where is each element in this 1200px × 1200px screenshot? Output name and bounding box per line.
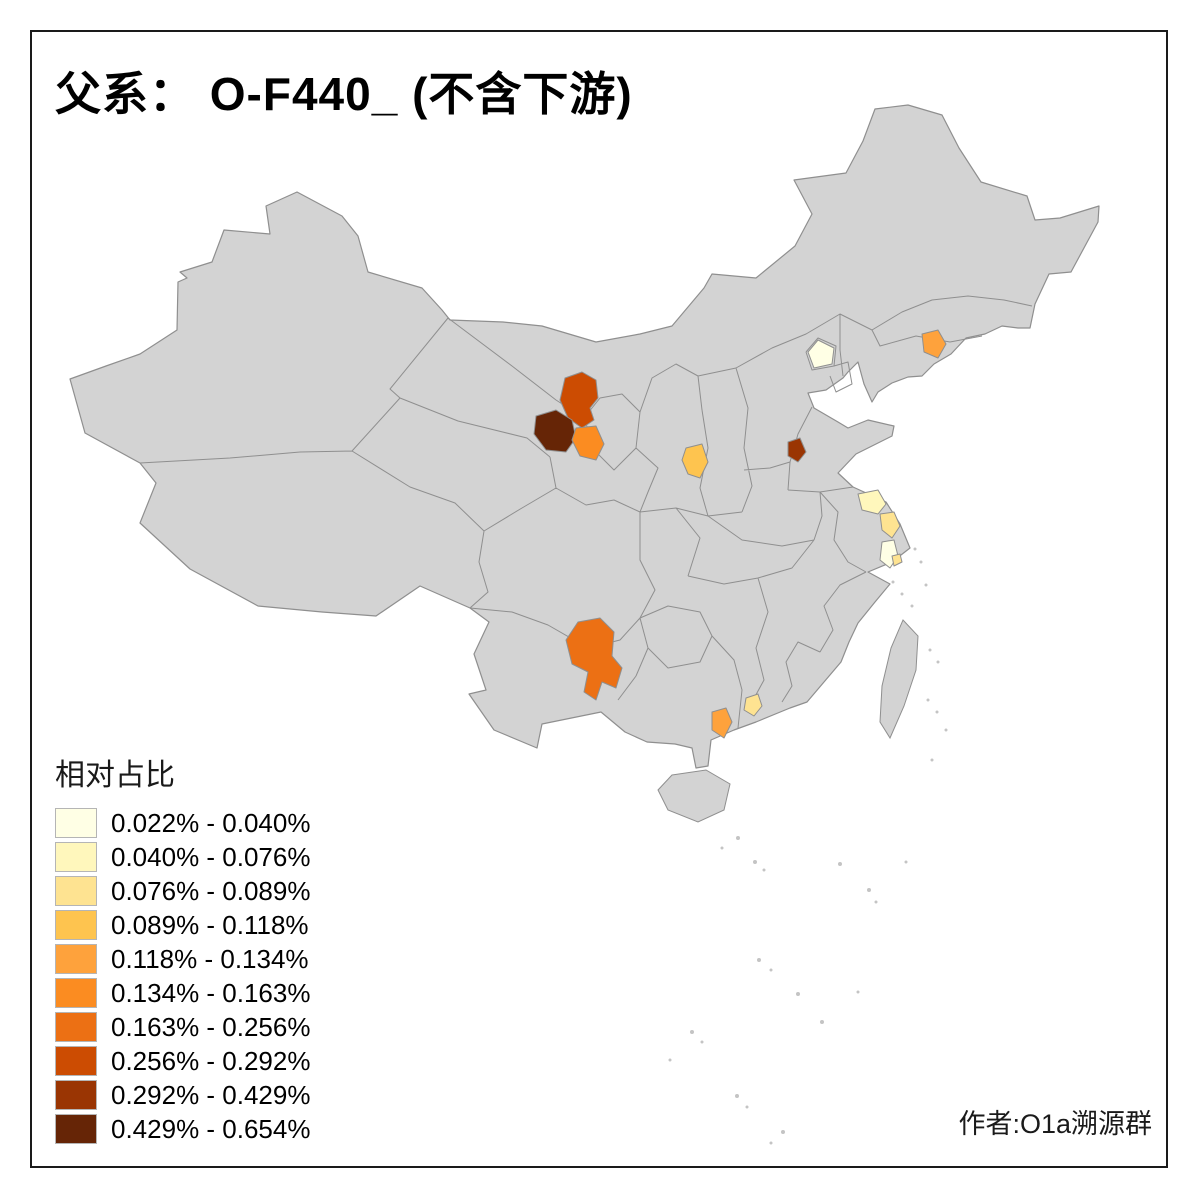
legend-range-label: 0.256% - 0.292%	[111, 1045, 311, 1076]
legend-color-swatch	[55, 1080, 97, 1110]
highlighted-region-gansu-east	[571, 425, 605, 461]
legend-color-swatch	[55, 944, 97, 974]
legend-rows: 0.022% - 0.040% 0.040% - 0.076% 0.076% - 0…	[55, 808, 310, 1144]
legend-range-label: 0.118% - 0.134%	[111, 943, 309, 974]
highlighted-region-gansu-dark	[533, 409, 577, 453]
highlighted-region-beijing	[807, 339, 835, 369]
highlighted-region-guangdong-east	[743, 693, 763, 717]
legend-range-label: 0.134% - 0.163%	[111, 977, 311, 1008]
highlighted-region-liaoning	[921, 329, 947, 359]
highlighted-region-jiangsu-south	[879, 511, 901, 539]
taiwan-island	[879, 619, 919, 740]
page-title: 父系： O-F440_ (不含下游)	[55, 68, 633, 120]
legend-row: 0.134% - 0.163%	[55, 978, 310, 1008]
legend-range-label: 0.076% - 0.089%	[111, 875, 311, 906]
south-china-sea-islands	[668, 547, 948, 1145]
legend-range-label: 0.040% - 0.076%	[111, 841, 311, 872]
legend-range-label: 0.292% - 0.429%	[111, 1079, 311, 1110]
legend-color-swatch	[55, 876, 97, 906]
legend-color-swatch	[55, 1046, 97, 1076]
legend-row: 0.040% - 0.076%	[55, 842, 310, 872]
legend-range-label: 0.089% - 0.118%	[111, 909, 309, 940]
legend-row: 0.089% - 0.118%	[55, 910, 310, 940]
legend-range-label: 0.022% - 0.040%	[111, 807, 311, 838]
legend-row: 0.118% - 0.134%	[55, 944, 310, 974]
highlighted-region-guangdong-west	[711, 707, 733, 739]
legend-row: 0.256% - 0.292%	[55, 1046, 310, 1076]
legend-range-label: 0.429% - 0.654%	[111, 1113, 311, 1144]
legend-color-swatch	[55, 1012, 97, 1042]
highlighted-region-shandong	[787, 437, 807, 463]
highlighted-region-shanghai-spot	[891, 553, 903, 567]
attribution-text: 作者:O1a溯源群	[958, 1109, 1152, 1139]
legend-color-swatch	[55, 910, 97, 940]
legend: 相对占比 0.022% - 0.040% 0.040% - 0.076% 0.076…	[55, 750, 310, 1148]
highlighted-region-jiangsu-north	[857, 489, 887, 515]
legend-color-swatch	[55, 842, 97, 872]
legend-color-swatch	[55, 808, 97, 838]
legend-row: 0.076% - 0.089%	[55, 876, 310, 906]
highlighted-region-gansu-north	[559, 371, 599, 429]
highlighted-regions	[533, 329, 947, 739]
legend-color-swatch	[55, 978, 97, 1008]
highlighted-region-yunnan	[565, 617, 623, 701]
legend-row: 0.429% - 0.654%	[55, 1114, 310, 1144]
province-borders	[139, 295, 1033, 729]
legend-color-swatch	[55, 1114, 97, 1144]
legend-range-label: 0.163% - 0.256%	[111, 1011, 311, 1042]
hainan-island	[657, 769, 731, 823]
legend-row: 0.163% - 0.256%	[55, 1012, 310, 1042]
legend-row: 0.022% - 0.040%	[55, 808, 310, 838]
legend-row: 0.292% - 0.429%	[55, 1080, 310, 1110]
highlighted-region-shanxi	[681, 443, 709, 479]
legend-title: 相对占比	[55, 759, 175, 792]
